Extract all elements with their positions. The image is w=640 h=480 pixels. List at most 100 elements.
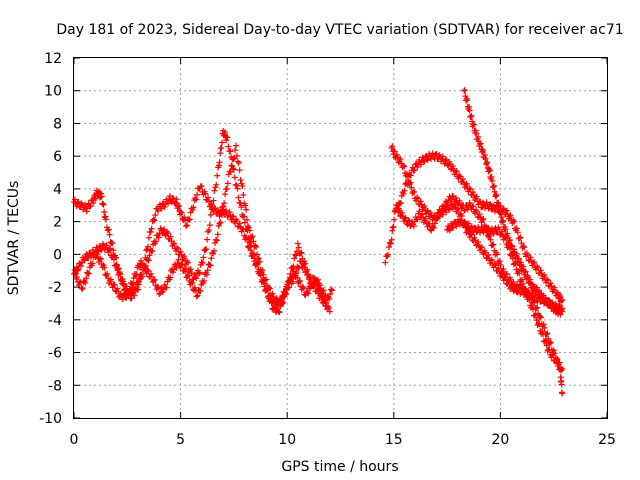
data-point [228,162,235,169]
data-point [520,243,527,250]
data-point [389,227,396,234]
data-point [531,259,538,266]
data-point [92,254,99,261]
x-tick-label: 25 [598,432,616,448]
data-point [559,297,566,304]
data-point [511,218,518,225]
data-point [224,134,231,141]
data-point [83,251,90,258]
data-point [211,247,218,254]
data-point [522,285,529,292]
data-point [234,185,241,192]
data-point [198,259,205,266]
y-tick-label: 8 [53,116,62,132]
data-point [214,231,221,238]
data-point [113,261,120,268]
data-point [411,167,418,174]
data-point [385,251,392,258]
data-point [254,251,261,258]
data-point [123,294,130,301]
grid-layer [74,58,607,418]
data-point [328,287,335,294]
y-tick-label: 12 [44,51,62,67]
data-point [482,155,489,162]
data-point [492,262,499,269]
data-point [293,270,300,277]
data-point [388,236,395,243]
data-point [519,280,526,287]
data-point [463,180,470,187]
y-tick-label: 4 [53,182,62,198]
data-point [417,198,424,205]
data-point [273,295,280,302]
data-point [492,225,499,232]
data-point [216,220,223,227]
data-point [498,228,505,235]
data-point [299,284,306,291]
data-point [466,103,473,110]
data-point [395,205,402,212]
data-point [110,247,117,254]
data-point [506,244,513,251]
data-point [87,203,94,210]
data-point [506,237,513,244]
data-point [201,277,208,284]
data-point [511,246,518,253]
data-point [210,250,217,257]
data-point [445,223,452,230]
data-point [236,220,243,227]
data-point [202,246,209,253]
data-point [146,252,153,259]
data-point [473,130,480,137]
data-point [498,269,505,276]
data-point [326,308,333,315]
data-point [173,244,180,251]
data-point [535,320,542,327]
series-track-c [73,142,329,309]
data-point [547,339,554,346]
data-point [211,187,218,194]
marks-layer [71,87,566,397]
data-point [109,252,116,259]
data-point [470,192,477,199]
data-point [419,154,426,161]
data-point [78,263,85,270]
data-point [479,216,486,223]
data-point [144,256,151,263]
data-point [208,201,215,208]
data-point [255,255,262,262]
y-tick-label: -2 [48,280,62,296]
data-point [467,113,474,120]
data-point [167,274,174,281]
data-point [227,148,234,155]
data-point [559,390,566,397]
x-tick-label: 20 [491,432,509,448]
data-point [506,237,513,244]
data-point [480,147,487,154]
data-point [136,264,143,271]
data-point [445,226,452,233]
data-point [525,257,532,264]
data-point [247,247,254,254]
data-point [470,121,477,128]
data-point [391,216,398,223]
data-point [296,278,303,285]
data-point [227,168,234,175]
data-point [238,204,245,211]
data-point [455,205,462,212]
data-point [208,255,215,262]
data-point [265,284,272,291]
data-point [223,137,230,144]
data-point [328,286,335,293]
data-point [516,235,523,242]
data-point [452,168,459,175]
data-point [513,225,520,232]
data-point [477,198,484,205]
data-point [116,270,123,277]
data-point [410,167,417,174]
data-point [169,269,176,276]
data-point [452,194,459,201]
data-point [197,288,204,295]
data-point [542,337,549,344]
data-point [75,266,82,273]
